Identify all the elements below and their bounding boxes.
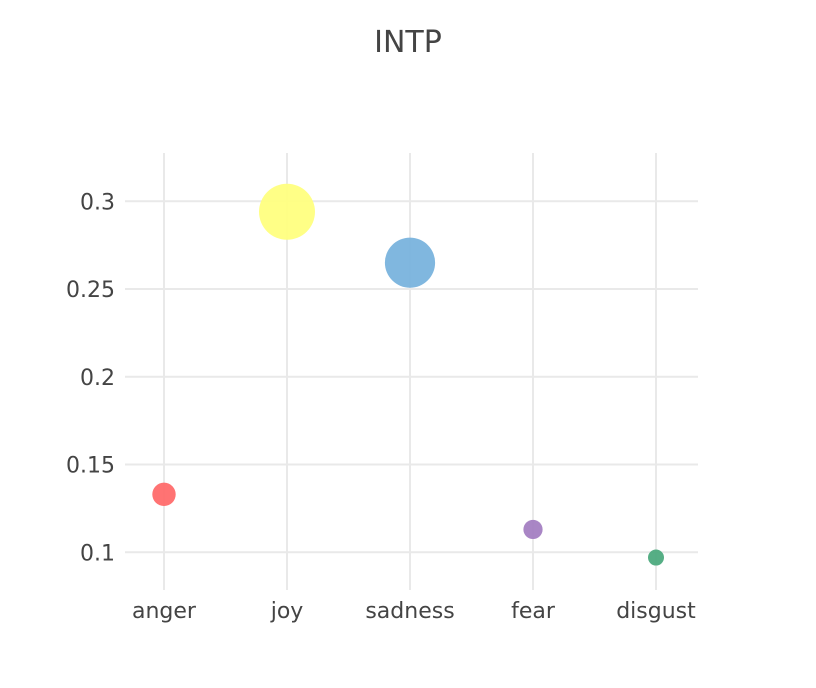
x-tick-label: fear <box>511 599 556 624</box>
y-tick-label: 0.15 <box>66 454 115 479</box>
x-tick-label: joy <box>270 599 304 624</box>
y-tick-label: 0.2 <box>80 366 115 391</box>
y-tick-label: 0.25 <box>66 278 115 303</box>
markers <box>152 183 664 566</box>
y-tick-label: 0.3 <box>80 190 115 215</box>
marker-sadness[interactable] <box>384 237 436 288</box>
marker-anger[interactable] <box>152 482 176 507</box>
x-tick-label: sadness <box>365 599 454 624</box>
x-tick-label: anger <box>132 599 197 624</box>
marker-joy[interactable] <box>259 183 315 240</box>
x-tick-label: disgust <box>616 599 696 624</box>
y-tick-label: 0.1 <box>80 541 115 566</box>
axes: anger joy sadness fear disgust 0.1 0.15 0.2 0.25… <box>66 190 696 624</box>
grid <box>125 153 698 590</box>
chart-title: INTP <box>374 25 442 60</box>
marker-disgust[interactable] <box>648 549 664 566</box>
marker-fear[interactable] <box>523 519 543 540</box>
